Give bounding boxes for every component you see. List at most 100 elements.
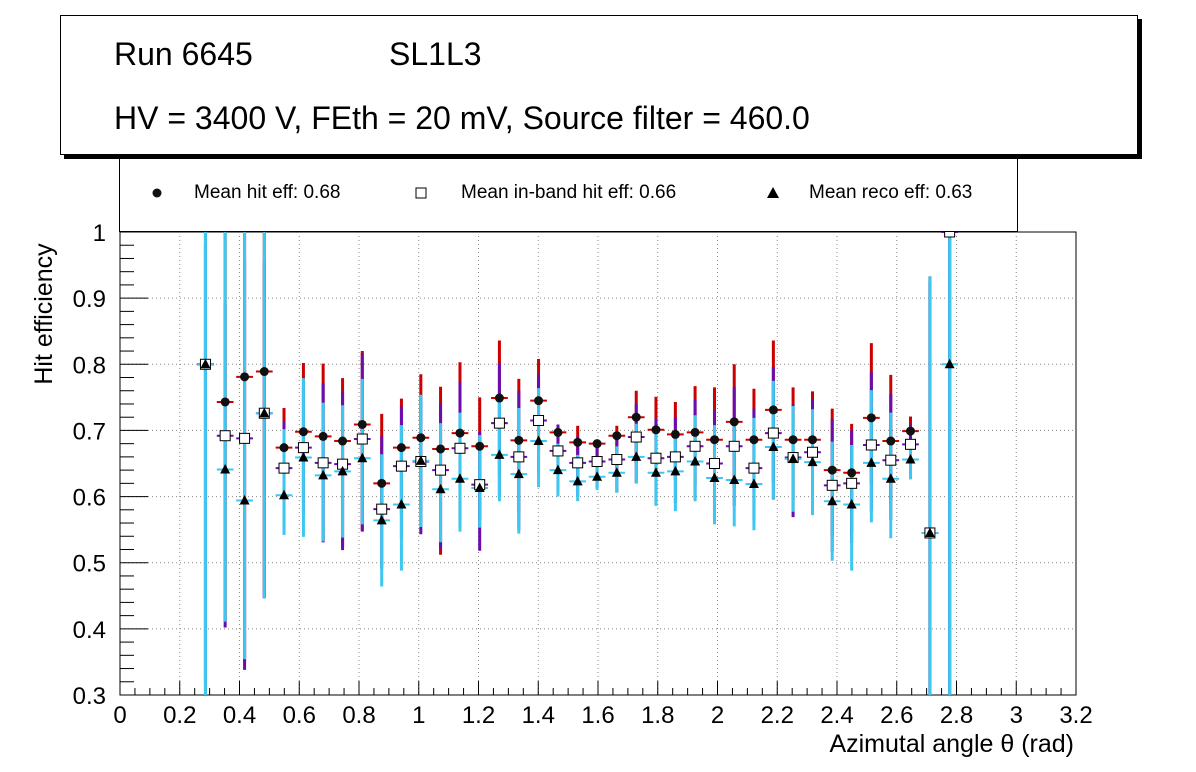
inband-point: [454, 442, 466, 454]
hit-point: [749, 435, 759, 445]
reco-point: [415, 455, 426, 465]
hit-point: [573, 437, 583, 447]
markers-reco: [200, 358, 955, 537]
x-tick-label: 0.4: [223, 702, 256, 729]
reco-point: [474, 482, 485, 492]
reco-point: [592, 471, 603, 481]
markers-hit: [200, 227, 955, 538]
reco-point: [220, 463, 231, 474]
inband-point: [513, 451, 525, 463]
title-box: Run 6645 SL1L3 HV = 3400 V, FEth = 20 mV…: [60, 15, 1138, 155]
y-tick-label: 0.6: [73, 485, 106, 512]
y-tick-label: 0.8: [73, 352, 106, 379]
reco-point: [768, 441, 779, 451]
legend-inband-label: Mean in-band hit eff: 0.66: [461, 182, 677, 203]
reco-point: [690, 456, 701, 466]
hit-point: [318, 431, 328, 441]
hit-point: [729, 417, 739, 427]
inband-point: [709, 458, 721, 469]
run-label: Run 6645: [114, 36, 253, 72]
axes-layer: 0 0.2 0.4 0.6 0.8 1 1.2 1.4 1.6 1.8 2 2.2 2.4 2.6 2.8 3…: [73, 220, 1093, 729]
reco-point: [200, 358, 211, 369]
legend-hit-marker: [152, 188, 162, 198]
inband-point: [904, 438, 916, 450]
reco-point: [435, 483, 446, 494]
inband-point: [376, 503, 388, 515]
hit-point: [788, 435, 798, 445]
inband-point: [611, 454, 623, 466]
reco-point: [279, 489, 290, 500]
hit-point: [651, 425, 661, 435]
reco-point: [552, 464, 563, 475]
x-tick-label: 1.8: [641, 702, 674, 729]
hit-point: [690, 427, 700, 437]
reco-point: [396, 499, 407, 509]
x-tick-label: 2.8: [940, 702, 973, 729]
reco-point: [670, 465, 681, 476]
inband-point: [435, 464, 447, 476]
hit-point: [905, 426, 915, 436]
y-tick-label: 0.4: [73, 617, 106, 644]
inband-point: [846, 477, 858, 489]
x-tick-label: 3.2: [1059, 702, 1092, 729]
reco-point: [866, 457, 877, 467]
hit-point: [866, 413, 876, 423]
inband-point: [219, 430, 231, 442]
hit-point: [338, 436, 348, 446]
reco-point: [376, 514, 387, 525]
reco-point: [513, 468, 524, 479]
x-tick-label: 1.4: [522, 702, 555, 729]
inband-point: [826, 479, 838, 491]
inband-point: [317, 457, 329, 469]
x-tick-label: 1.2: [462, 702, 495, 729]
inband-point: [591, 456, 603, 468]
hit-point: [494, 393, 504, 403]
x-tick-label: 0.6: [283, 702, 316, 729]
reco-point: [318, 469, 329, 480]
inband-point: [807, 446, 819, 458]
reco-point: [494, 449, 505, 459]
hit-point: [455, 428, 465, 438]
hit-point: [475, 441, 485, 451]
inband-point: [748, 462, 760, 474]
reco-point: [650, 467, 661, 477]
inband-point: [865, 439, 877, 451]
inband-point: [552, 445, 564, 457]
x-tick-label: 0.2: [163, 702, 196, 729]
inband-point: [533, 415, 545, 427]
hit-point: [220, 397, 230, 407]
x-tick-label: 1: [412, 702, 425, 729]
conditions-label: HV = 3400 V, FEth = 20 mV, Source filter…: [114, 100, 810, 136]
y-tick-label: 0.7: [73, 418, 106, 445]
hit-point: [396, 443, 406, 453]
reco-point: [807, 456, 818, 467]
y-axis-label: Hit efficiency: [30, 243, 58, 385]
legend-reco-label: Mean reco eff: 0.63: [809, 182, 973, 203]
reco-point: [748, 478, 759, 489]
legend: Mean hit eff: 0.68 Mean in-band hit eff:…: [119, 153, 1018, 232]
hit-point: [768, 405, 778, 415]
hit-point: [240, 372, 250, 382]
hit-point: [534, 396, 544, 406]
hit-point: [827, 465, 837, 475]
hit-point: [298, 427, 308, 437]
hit-point: [416, 433, 426, 443]
inband-point: [650, 452, 662, 464]
x-tick-label: 3: [1010, 702, 1023, 729]
reco-point: [846, 499, 857, 509]
reco-point: [788, 453, 799, 463]
inband-point: [278, 462, 290, 474]
inband-point: [728, 440, 740, 452]
reco-point: [709, 472, 720, 483]
legend-inband-marker: [415, 187, 427, 199]
x-tick-label: 1.6: [581, 702, 614, 729]
hit-point: [377, 478, 387, 488]
hit-point: [670, 429, 680, 439]
hit-point: [553, 427, 563, 437]
reco-point: [924, 527, 935, 537]
reco-point: [944, 358, 955, 369]
reco-point: [905, 454, 916, 464]
y-tick-label: 1: [93, 220, 106, 247]
x-tick-label: 2: [711, 702, 724, 729]
